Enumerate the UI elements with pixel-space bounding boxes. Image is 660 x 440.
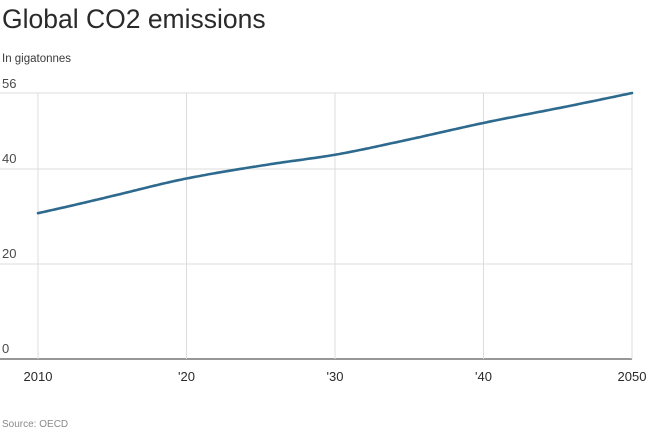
svg-text:56: 56 bbox=[2, 76, 16, 91]
svg-text:'30: '30 bbox=[327, 369, 344, 384]
svg-text:2010: 2010 bbox=[24, 369, 53, 384]
svg-text:40: 40 bbox=[2, 151, 16, 166]
svg-text:20: 20 bbox=[2, 246, 16, 261]
svg-text:2050: 2050 bbox=[618, 369, 647, 384]
svg-text:'20: '20 bbox=[178, 369, 195, 384]
svg-text:'40: '40 bbox=[475, 369, 492, 384]
svg-text:0: 0 bbox=[2, 341, 9, 356]
